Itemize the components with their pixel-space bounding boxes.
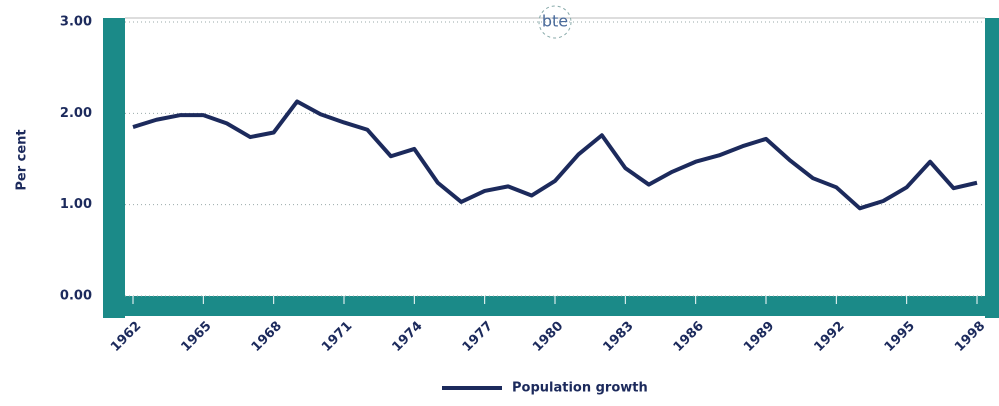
y-tick-label: 3.00 xyxy=(60,15,92,30)
x-tick-label: 1962 xyxy=(108,319,144,355)
x-tick-label: 1983 xyxy=(600,319,636,355)
x-tick-label: 1980 xyxy=(530,319,566,355)
plot: 0.00 1.00 2.00 3.00 1962 1965 1968 1971 1974 1977… xyxy=(60,15,999,396)
legend-label: Population growth xyxy=(512,381,648,396)
x-tick-label: 1995 xyxy=(882,319,918,355)
y-tick-label: 0.00 xyxy=(60,289,92,304)
x-tick-label: 1971 xyxy=(319,319,355,355)
x-tick-label: 1992 xyxy=(811,319,847,355)
y-axis-label: Per cent xyxy=(15,129,30,190)
x-tick-label: 1998 xyxy=(952,319,988,355)
frame-left xyxy=(103,18,125,318)
frame-right xyxy=(985,18,999,318)
frame-bottom xyxy=(103,296,999,316)
x-tick-label: 1989 xyxy=(741,319,777,355)
x-tick-label: 1986 xyxy=(671,319,707,355)
logo: bte xyxy=(542,12,568,31)
line xyxy=(132,99,978,211)
x-tick-label: 1977 xyxy=(460,319,496,355)
logo-ring xyxy=(538,5,572,39)
y-tick-label: 2.00 xyxy=(60,106,92,121)
x-tick-label: 1968 xyxy=(249,319,285,355)
x-tick-label: 1974 xyxy=(389,319,425,355)
x-tick-label: 1965 xyxy=(178,319,214,355)
y-tick-label: 1.00 xyxy=(60,197,92,212)
